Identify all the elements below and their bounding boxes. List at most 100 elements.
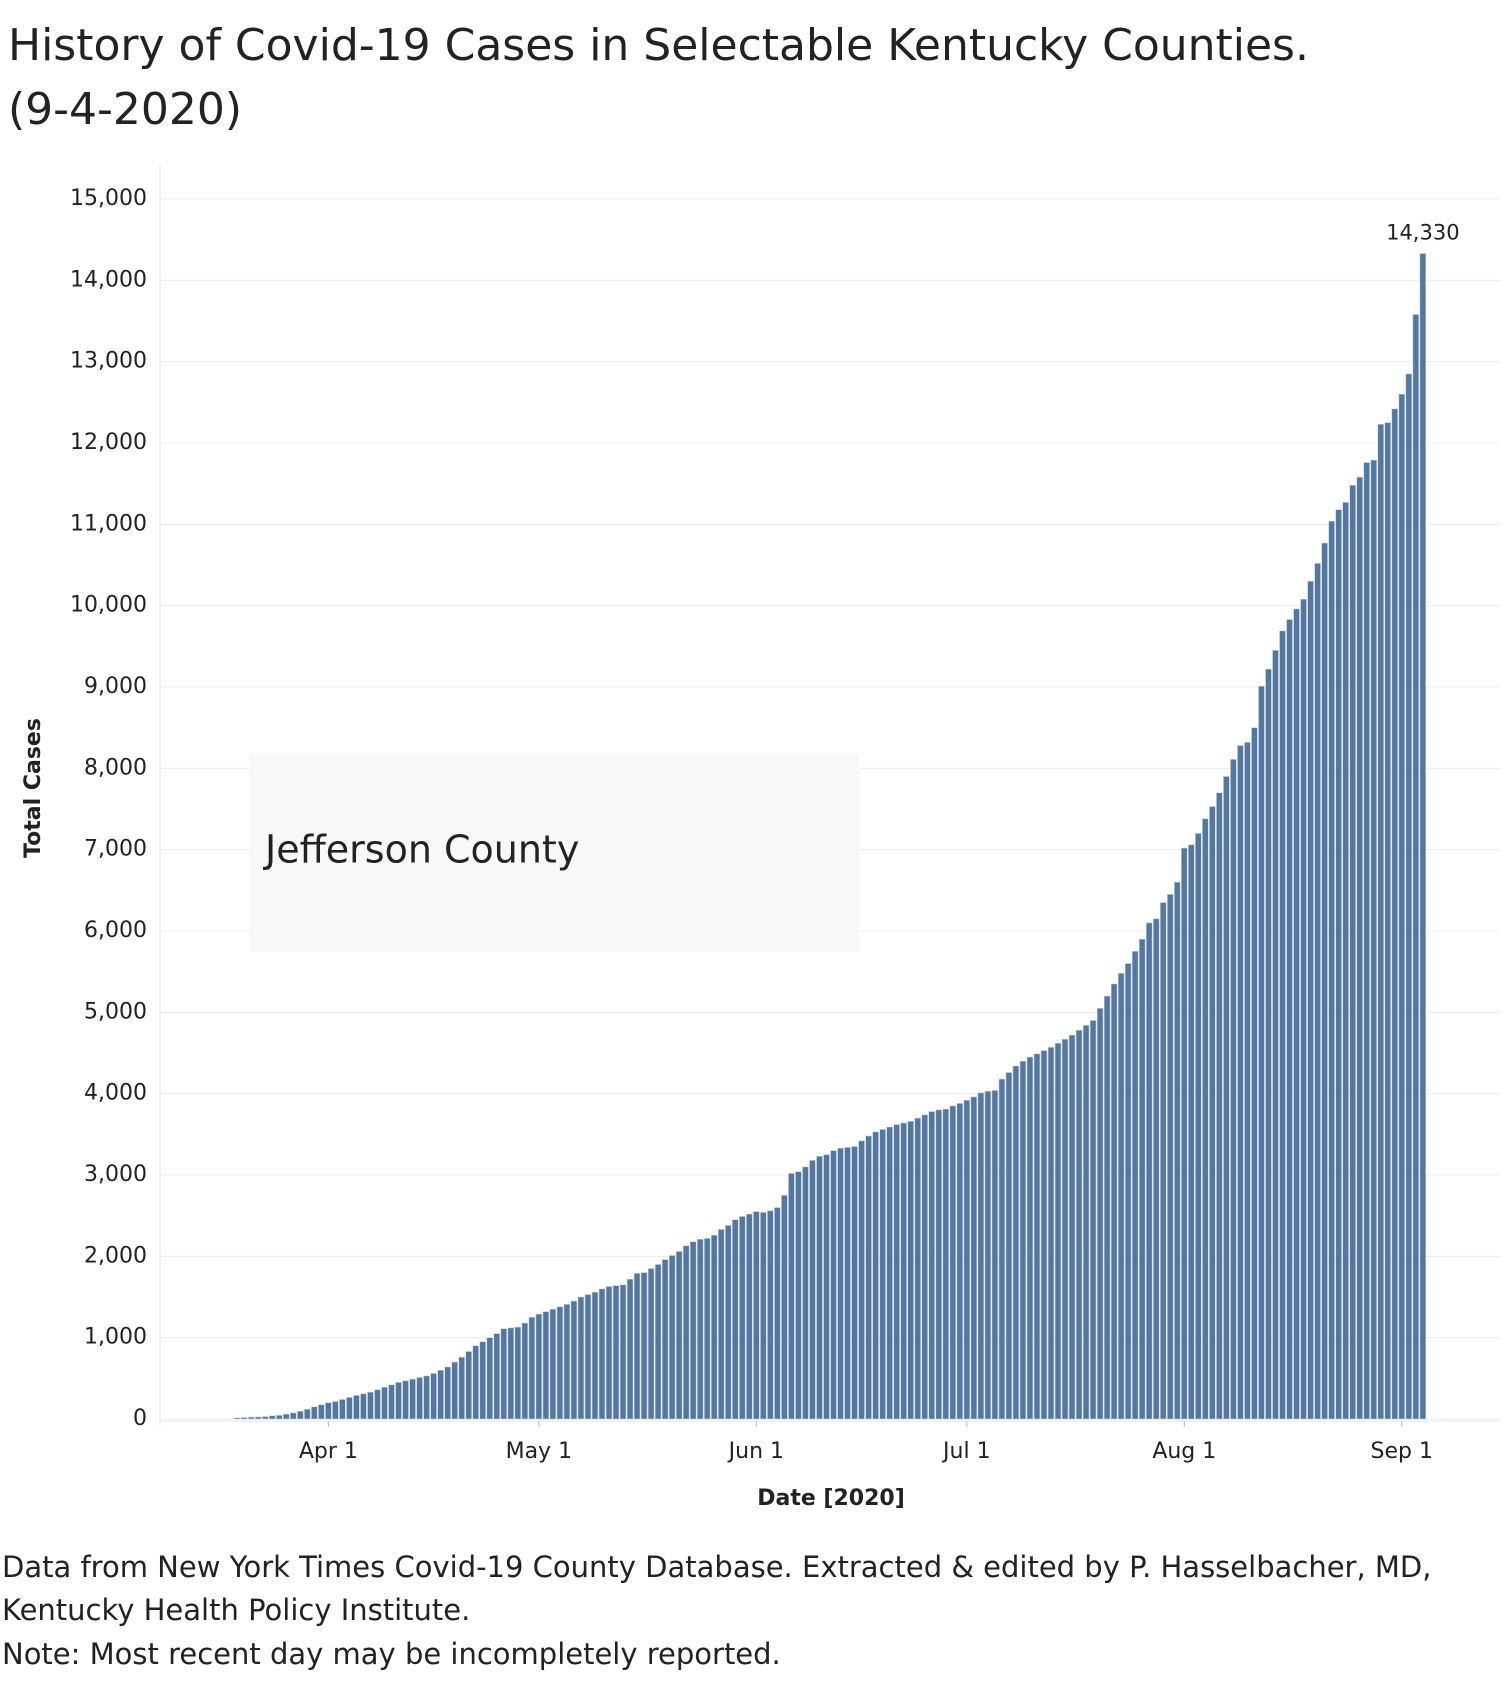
bar xyxy=(1195,833,1202,1420)
bar xyxy=(395,1382,402,1420)
bar xyxy=(367,1391,374,1420)
y-tick-label: 10,000 xyxy=(70,593,147,618)
bar xyxy=(254,1416,262,1420)
bar xyxy=(1419,253,1427,1420)
y-tick-label: 12,000 xyxy=(70,430,147,455)
bar xyxy=(837,1147,844,1420)
bar xyxy=(1370,459,1377,1420)
chart-title: History of Covid-19 Cases in Selectable … xyxy=(8,20,1309,71)
bar xyxy=(528,1317,536,1420)
bar xyxy=(521,1322,529,1420)
bar xyxy=(949,1105,957,1420)
bar xyxy=(1377,423,1384,1420)
bar xyxy=(718,1229,725,1420)
bar xyxy=(1145,922,1153,1420)
bar xyxy=(893,1124,900,1420)
bar xyxy=(1012,1065,1020,1420)
y-tick-label: 9,000 xyxy=(84,674,147,699)
bar xyxy=(1356,476,1363,1420)
bar xyxy=(921,1114,928,1420)
bar xyxy=(388,1384,395,1420)
bar xyxy=(1216,792,1223,1420)
bar xyxy=(668,1255,676,1420)
x-tick-label: Jun 1 xyxy=(727,1439,784,1464)
bar xyxy=(1188,844,1195,1420)
bar xyxy=(647,1268,655,1420)
bar xyxy=(1181,847,1188,1420)
bar xyxy=(886,1126,893,1420)
bar xyxy=(984,1090,992,1420)
bar xyxy=(247,1416,255,1420)
bar xyxy=(682,1245,690,1420)
bar xyxy=(423,1375,430,1420)
bar xyxy=(830,1150,837,1420)
bar xyxy=(1019,1060,1027,1420)
bar xyxy=(619,1284,627,1420)
bar xyxy=(1230,759,1237,1420)
bar xyxy=(998,1078,1006,1420)
bar xyxy=(493,1333,501,1420)
bar xyxy=(710,1234,718,1420)
bar xyxy=(851,1146,858,1420)
y-tick-label: 0 xyxy=(133,1406,147,1431)
chart-title: (9-4-2020) xyxy=(8,84,242,135)
y-axis-title: Total Cases xyxy=(21,718,46,858)
bar xyxy=(816,1155,823,1420)
bar xyxy=(1349,484,1356,1420)
bar xyxy=(240,1417,248,1420)
value-label: 14,330 xyxy=(1386,220,1459,244)
bar xyxy=(1307,580,1314,1420)
bar xyxy=(381,1386,388,1420)
bar xyxy=(739,1216,746,1420)
bar xyxy=(935,1109,942,1420)
bar xyxy=(1300,598,1307,1420)
bar xyxy=(458,1356,465,1420)
note: Data from New York Times Covid-19 County… xyxy=(2,1550,1431,1584)
bar xyxy=(486,1337,493,1420)
bar xyxy=(1026,1056,1034,1420)
y-tick-label: 14,000 xyxy=(70,267,147,292)
bar xyxy=(1286,619,1293,1420)
bar xyxy=(879,1129,886,1420)
bar xyxy=(1314,563,1321,1420)
x-tick-label: Aug 1 xyxy=(1152,1439,1216,1464)
bar xyxy=(809,1160,816,1420)
bar xyxy=(746,1213,753,1420)
bar xyxy=(1167,894,1174,1420)
bar xyxy=(802,1166,809,1420)
bar xyxy=(1159,902,1167,1420)
bar xyxy=(942,1108,950,1420)
county-label: Jefferson County xyxy=(263,828,579,872)
bar xyxy=(1047,1047,1055,1420)
bar xyxy=(1384,422,1391,1420)
bar xyxy=(353,1395,360,1420)
bar xyxy=(956,1103,964,1420)
bar xyxy=(844,1147,851,1420)
y-tick-label: 11,000 xyxy=(70,511,147,536)
bar xyxy=(1096,1007,1104,1420)
bar xyxy=(767,1210,774,1420)
x-tick-label: Apr 1 xyxy=(299,1439,358,1464)
bar xyxy=(451,1361,458,1420)
bar xyxy=(556,1306,564,1420)
y-tick-label: 3,000 xyxy=(84,1162,147,1187)
x-tick-label: May 1 xyxy=(506,1439,572,1464)
bar xyxy=(563,1304,571,1420)
bar xyxy=(1293,608,1300,1420)
bar xyxy=(1279,630,1286,1420)
bar xyxy=(1124,963,1132,1420)
bar xyxy=(437,1369,444,1420)
bar xyxy=(633,1273,641,1420)
y-tick-label: 6,000 xyxy=(84,918,147,943)
bar xyxy=(900,1122,907,1420)
bar xyxy=(1412,314,1420,1420)
bar xyxy=(584,1294,592,1420)
bar xyxy=(1398,393,1406,1420)
county-panel xyxy=(249,754,859,952)
bar xyxy=(1265,668,1272,1420)
y-tick-label: 13,000 xyxy=(70,349,147,374)
note: Note: Most recent day may be incompletel… xyxy=(2,1637,781,1671)
bar xyxy=(549,1308,557,1420)
bar xyxy=(290,1412,297,1420)
bar xyxy=(795,1171,802,1420)
